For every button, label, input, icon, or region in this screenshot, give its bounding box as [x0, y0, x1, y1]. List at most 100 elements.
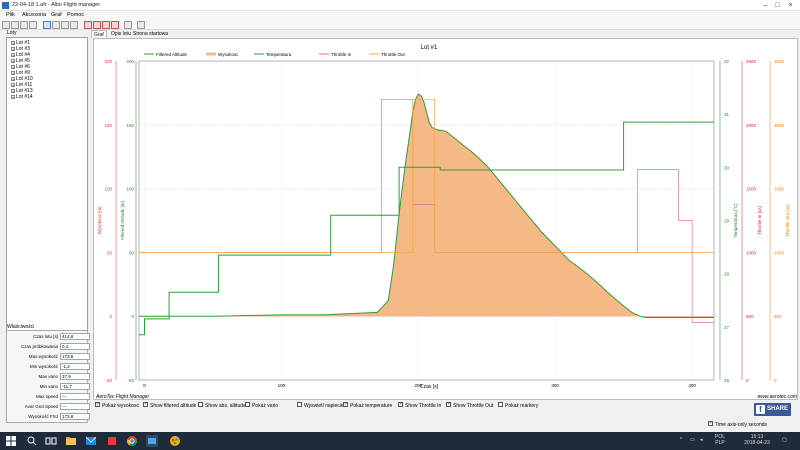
tab-opis-lotu[interactable]: Opis lotu: [111, 31, 131, 37]
property-label: Max speed: [35, 394, 58, 399]
export-kml-icon[interactable]: [102, 21, 110, 29]
paint-icon[interactable]: [169, 435, 181, 447]
property-value[interactable]: 0,1: [60, 343, 90, 350]
zoom-in-icon[interactable]: [43, 21, 51, 29]
tray-chevron-icon[interactable]: ^: [680, 437, 683, 443]
zoom-out-icon[interactable]: [52, 21, 60, 29]
tree-item-lot[interactable]: + Lot #3: [11, 46, 30, 52]
menu-pomoc[interactable]: Pomoc: [67, 12, 85, 18]
menu-plik[interactable]: Plik: [6, 12, 15, 18]
settings-icon[interactable]: [137, 21, 145, 29]
checkbox-box[interactable]: [143, 401, 148, 408]
menu-graf[interactable]: Graf: [51, 12, 62, 18]
checkbox-box[interactable]: [446, 401, 451, 408]
checkbox-show-voltage[interactable]: Wyswietl napiecie: [297, 402, 344, 410]
expand-icon[interactable]: +: [11, 70, 15, 76]
flight-manager-icon[interactable]: [146, 435, 158, 447]
checkbox-show-vario[interactable]: Pokaż vario: [245, 402, 278, 410]
language-indicator[interactable]: POL PLP: [713, 434, 727, 446]
chart-panel[interactable]: Lot #1 Filtered Altitude Wysokosc Temperatu…: [93, 38, 798, 400]
checkbox-box[interactable]: [198, 402, 203, 408]
save-icon[interactable]: [11, 21, 19, 29]
tree-item-lot[interactable]: + Lot #5: [11, 58, 30, 64]
tree-item-lot[interactable]: + Lot #4: [11, 52, 30, 58]
lots-tree[interactable]: + Lot #1 + Lot #3 + Lot #4 + Lot #5 + Lot #6 …: [6, 37, 88, 349]
share-button[interactable]: f SHARE: [754, 403, 791, 416]
network-icon[interactable]: ▭: [690, 437, 695, 443]
search-icon[interactable]: [26, 435, 38, 447]
expand-icon[interactable]: +: [11, 52, 15, 58]
checkbox-show-filtered-altitude[interactable]: Show filtered altitude: [143, 401, 196, 410]
open-icon[interactable]: [2, 21, 10, 29]
tree-item-lot[interactable]: + Lot #11: [11, 82, 32, 88]
tab-graf[interactable]: Graf: [91, 30, 107, 38]
minimize-icon[interactable]: –: [763, 2, 768, 9]
maximize-icon[interactable]: □: [775, 2, 780, 9]
expand-icon[interactable]: +: [11, 58, 15, 64]
checkbox-show-altitude[interactable]: Pokaż wysokosc: [95, 401, 139, 410]
checkbox-box[interactable]: [95, 401, 100, 408]
expand-icon[interactable]: +: [11, 82, 15, 88]
expand-icon[interactable]: +: [11, 40, 15, 46]
tree-item-lot[interactable]: + Lot #14: [11, 94, 33, 100]
tab-strona-startowa[interactable]: Strona startowa: [133, 31, 169, 37]
property-value[interactable]: 414,8: [60, 333, 90, 340]
language-code: POL: [714, 434, 725, 440]
property-value[interactable]: 173,8: [60, 353, 90, 360]
notifications-icon[interactable]: ▢: [782, 437, 787, 443]
property-value[interactable]: 173,8: [60, 413, 90, 420]
checkbox-box[interactable]: [297, 402, 302, 408]
tree-item-lot[interactable]: + Lot #9: [11, 70, 30, 76]
checkbox-show-throttle-out[interactable]: Show Throttle Out: [446, 401, 493, 410]
tree-item-lot[interactable]: + Lot #1: [11, 40, 30, 46]
tree-item-lot[interactable]: + Lot #13: [11, 88, 33, 94]
checkbox-box[interactable]: [708, 420, 713, 427]
property-value[interactable]: 37,9: [60, 373, 90, 380]
expand-icon[interactable]: +: [11, 88, 15, 94]
expand-icon[interactable]: +: [11, 76, 15, 82]
task-view-icon[interactable]: [45, 435, 57, 447]
zoom-reset-icon[interactable]: [70, 21, 78, 29]
checkbox-show-temperature[interactable]: Pokaż temperature: [343, 401, 392, 410]
tree-item-lot[interactable]: + Lot #10: [11, 76, 33, 82]
clock[interactable]: 15:13 2018-04-23: [742, 434, 772, 446]
tree-item-lot[interactable]: + Lot #6: [11, 64, 30, 70]
expand-icon[interactable]: +: [11, 94, 15, 100]
property-value[interactable]: -11,7: [60, 383, 90, 390]
file-explorer-icon[interactable]: [65, 435, 77, 447]
start-icon[interactable]: [5, 435, 17, 447]
y-tick-label: 2000: [746, 123, 757, 128]
taskbar: ^ ▭ ◂ POL PLP 15:13 2018-04-23 ▢: [0, 432, 800, 450]
app-icon[interactable]: [106, 435, 118, 447]
expand-icon[interactable]: +: [11, 46, 15, 52]
export-gpx-icon[interactable]: [111, 21, 119, 29]
flight-chart[interactable]: Lot #1 Filtered Altitude Wysokosc Temperatu…: [94, 39, 799, 401]
property-row: Max vario 37,9: [7, 372, 90, 381]
chrome-icon[interactable]: [126, 435, 138, 447]
export-icon[interactable]: [84, 21, 92, 29]
checkbox-box[interactable]: [398, 401, 403, 408]
expand-icon[interactable]: +: [11, 64, 15, 70]
close-icon[interactable]: ×: [788, 2, 793, 9]
property-value[interactable]: ---: [60, 403, 90, 410]
checkbox-box[interactable]: [498, 402, 503, 408]
print-icon[interactable]: [29, 21, 37, 29]
refresh-icon[interactable]: [124, 21, 132, 29]
checkbox-show-markers[interactable]: Pokaż markery: [498, 402, 538, 410]
layout-code: PLP: [715, 440, 725, 446]
property-value[interactable]: -1,2: [60, 363, 90, 370]
menu-akcesoria[interactable]: Akcesoria: [22, 12, 47, 18]
y-tick-label: -50: [127, 378, 134, 383]
checkbox-box[interactable]: [343, 401, 348, 408]
property-value[interactable]: ---: [60, 393, 90, 400]
mail-icon[interactable]: [85, 435, 97, 447]
checkbox-box[interactable]: [245, 402, 250, 408]
checkbox-show-abs-altitude[interactable]: Show abs. altitude: [198, 402, 246, 410]
volume-icon[interactable]: ◂: [700, 437, 703, 443]
export-csv-icon[interactable]: [93, 21, 101, 29]
zoom-fit-icon[interactable]: [61, 21, 69, 29]
save-as-icon[interactable]: [20, 21, 28, 29]
y-tick-label: 2500: [746, 59, 757, 64]
checkbox-time-axis-seconds[interactable]: Time axis-only seconds: [708, 420, 767, 429]
checkbox-show-throttle-in[interactable]: Show Throttle In: [398, 401, 441, 410]
